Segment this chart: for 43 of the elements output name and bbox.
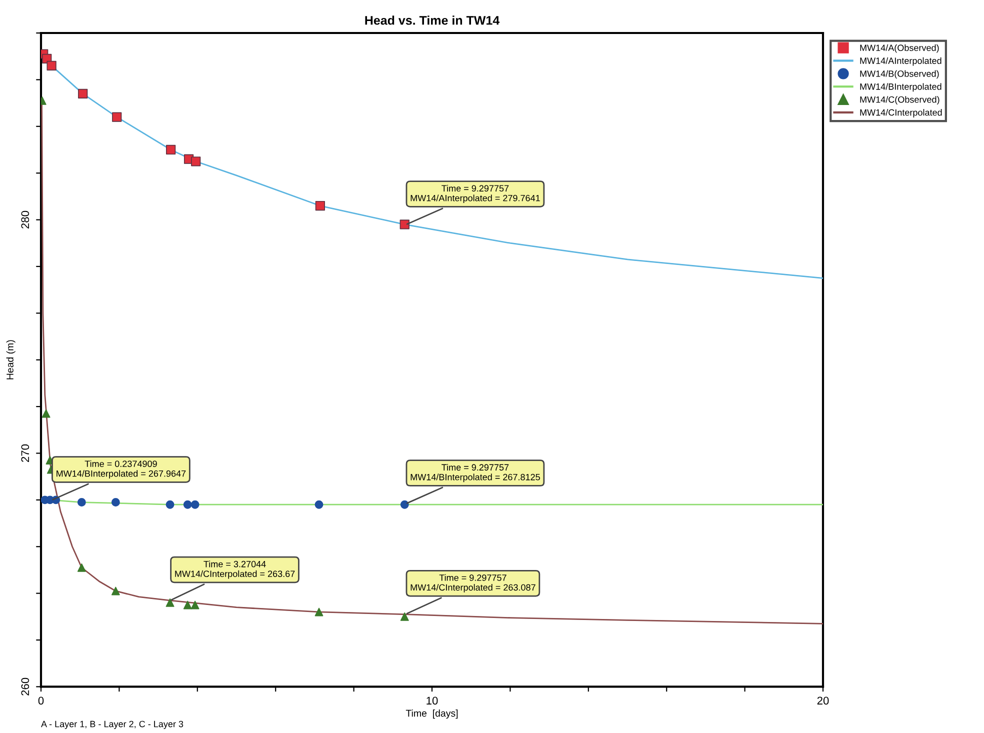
point bbox=[190, 600, 200, 610]
x-tick-label: 10 bbox=[426, 696, 438, 705]
text: A - Layer 1, B - Layer 2, C - Layer 3 bbox=[41, 720, 184, 729]
annotation: Time = 9.297757 MW14/CInterpolated = 263.087 bbox=[410, 574, 536, 592]
point bbox=[111, 498, 120, 506]
annotation: Time = 9.297757 MW14/AInterpolated = 279.7641 bbox=[410, 184, 540, 204]
point bbox=[191, 156, 201, 166]
legend-label: MW14/CInterpolated bbox=[860, 109, 942, 118]
x-tick-label: 0 bbox=[38, 696, 44, 705]
y-tick-label: 260 bbox=[21, 678, 30, 696]
point bbox=[42, 409, 50, 418]
chart-title: Head vs. Time in TW14 bbox=[365, 16, 500, 25]
point bbox=[400, 220, 410, 230]
legend-label: MW14/AInterpolated bbox=[860, 57, 942, 66]
annotation: Time = 3.27044 MW14/CInterpolated = 263.67 bbox=[175, 560, 295, 579]
annotation: Time = 0.2374909 MW14/BInterpolated = 267.9647 bbox=[56, 460, 186, 479]
point bbox=[166, 500, 174, 509]
point bbox=[183, 500, 192, 509]
point bbox=[112, 112, 122, 122]
x-axis-title: Time [days] bbox=[406, 710, 458, 719]
point bbox=[77, 498, 86, 506]
legend-label: MW14/BInterpolated bbox=[860, 83, 942, 92]
legend-label: MW14/A(Observed) bbox=[860, 44, 939, 53]
point bbox=[78, 88, 88, 99]
x-tick-label: 20 bbox=[817, 696, 829, 705]
point bbox=[111, 586, 120, 596]
annotation: Time = 9.297757 MW14/BInterpolated = 267.8125 bbox=[410, 464, 540, 482]
point bbox=[190, 500, 200, 509]
point bbox=[183, 600, 192, 610]
legend-label: MW14/C(Observed) bbox=[860, 96, 940, 105]
y-tick-label: 280 bbox=[21, 210, 30, 228]
legend-label: MW14/B(Observed) bbox=[860, 70, 939, 79]
point bbox=[166, 598, 174, 607]
point bbox=[314, 500, 324, 509]
point bbox=[166, 144, 176, 155]
y-axis-title: Head (m) bbox=[6, 340, 16, 380]
point bbox=[314, 608, 324, 616]
point bbox=[400, 612, 409, 621]
point bbox=[77, 563, 86, 572]
y-tick-label: 270 bbox=[21, 444, 30, 462]
point bbox=[315, 200, 325, 211]
point bbox=[400, 500, 409, 509]
point bbox=[46, 60, 56, 70]
